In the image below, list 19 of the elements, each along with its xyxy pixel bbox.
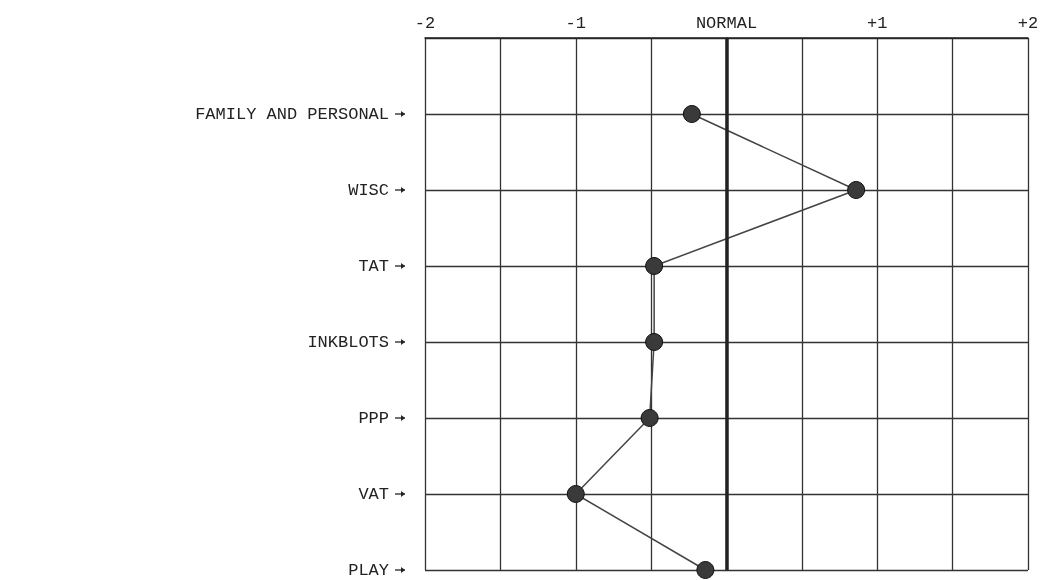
y-tick-label: TAT	[358, 256, 389, 276]
x-tick-label: +1	[867, 14, 888, 33]
x-tick-label: +2	[1017, 14, 1039, 33]
y-tick-label: FAMILY AND PERSONAL	[195, 104, 389, 124]
point	[566, 485, 585, 503]
y-tick-label: VAT	[358, 484, 389, 504]
y-tick-label: WISC	[348, 180, 389, 200]
y-tick-label: PLAY	[348, 560, 389, 580]
point	[645, 257, 664, 275]
x-tick-label: -2	[414, 14, 436, 33]
point	[645, 333, 664, 351]
point	[847, 181, 866, 199]
y-tick-label: INKBLOTS	[307, 332, 389, 352]
x-tick-label: -1	[565, 14, 586, 33]
y-tick-label: PPP	[358, 408, 389, 428]
point	[696, 561, 715, 579]
point	[682, 105, 701, 123]
x-tick-label: NORMAL	[695, 14, 758, 33]
point	[640, 409, 659, 427]
